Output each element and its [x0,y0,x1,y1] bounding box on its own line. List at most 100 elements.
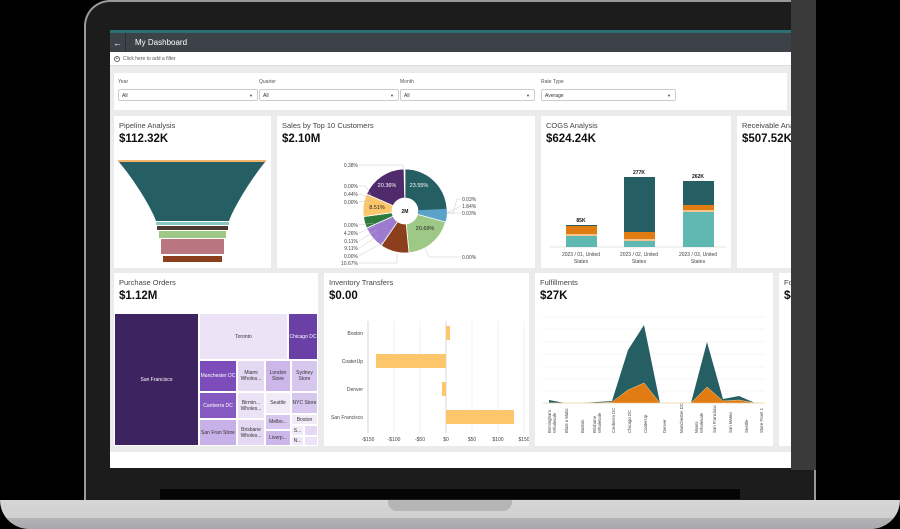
svg-text:0.38%: 0.38% [344,163,359,169]
treemap: San Francisco Toronto Chicago DC Manches… [114,313,318,446]
treemap-node[interactable]: Chicago DC [288,313,318,360]
prompt-label: Year [118,79,129,85]
svg-text:Brisbane: Brisbane [592,415,597,433]
tile-fulfillments[interactable]: Fulfillments $27K Birmingham Wholesa [535,273,773,446]
treemap-node[interactable]: Manchester DC [199,360,237,392]
svg-text:23.55%: 23.55% [410,183,429,189]
year-select[interactable]: All ▼ [118,89,258,101]
treemap-node[interactable]: Boston [291,414,318,425]
svg-text:2023 / 02, United: 2023 / 02, United [620,252,658,258]
svg-text:0.00%: 0.00% [344,200,359,206]
svg-text:2023 / 01, United: 2023 / 01, United [562,252,600,258]
back-button[interactable]: ← [110,33,126,52]
month-select[interactable]: All ▼ [400,89,535,101]
horizontal-bar-chart: Boston CoaterUp Denver San Francisco -$1… [331,321,529,443]
treemap-node[interactable]: London Store [265,360,291,392]
tile-pipeline-analysis[interactable]: Pipeline Analysis $112.32K [114,116,271,268]
treemap-node[interactable] [304,436,318,446]
treemap-node[interactable]: Birmin... Wholes... [237,392,265,419]
treemap-node[interactable]: Toronto [199,313,288,360]
svg-text:4.26%: 4.26% [344,231,359,237]
tile-title: Fulfillments [540,278,578,287]
svg-text:Miami: Miami [694,421,699,433]
prompt-label: Quarter [259,79,276,85]
svg-text:San Mateo: San Mateo [728,412,733,433]
treemap-node[interactable]: N... [291,436,304,446]
add-filter-bar[interactable]: + Click here to add a filter [110,52,791,66]
svg-text:Boston: Boston [347,331,363,337]
svg-text:$50: $50 [468,437,477,443]
svg-text:277K: 277K [633,170,645,176]
back-arrow-icon: ← [113,37,122,48]
treemap-node[interactable]: Seattle [265,392,291,414]
footer-area [110,446,791,468]
treemap-node[interactable]: Miami Wholes... [237,360,265,392]
svg-text:Chicago DC: Chicago DC [627,410,632,433]
svg-text:0.00%: 0.00% [344,223,359,229]
tile-kpi: $624.24K [546,133,596,145]
treemap-node[interactable]: S... [291,425,304,436]
prompt-month: Month All ▼ [400,79,535,101]
svg-text:Wholesale: Wholesale [597,412,602,433]
tile-title: Sales by Top 10 Customers [282,121,374,130]
svg-text:San Francisco: San Francisco [331,415,363,421]
tile-cogs-analysis[interactable]: COGS Analysis $624.24K 85K 277K [541,116,731,268]
quarter-select[interactable]: All ▼ [259,89,399,101]
svg-text:-$50: -$50 [415,437,425,443]
tile-kpi: $4 [784,290,791,302]
svg-text:1.84%: 1.84% [462,204,477,210]
svg-text:-$100: -$100 [388,437,401,443]
dashboard-screen: ← My Dashboard + Click here to add a fil… [110,30,791,468]
prompt-rate-type: Rate Type Average ▼ [541,79,676,101]
svg-text:Seattle: Seattle [744,419,749,433]
tile-partial-fo[interactable]: Fo $4 [779,273,791,446]
svg-text:0.11%: 0.11% [344,239,358,245]
tile-title: COGS Analysis [546,121,598,130]
tile-title: Inventory Transfers [329,278,394,287]
tile-kpi: $507.52K [742,133,791,145]
tile-kpi: $0.00 [329,290,358,302]
tile-title: Purchase Orders [119,278,176,287]
funnel-chart [118,160,266,262]
svg-text:-$150: -$150 [362,437,375,443]
treemap-node[interactable] [304,425,318,436]
laptop-notch [388,500,512,511]
tile-kpi: $27K [540,290,568,302]
rate-type-select[interactable]: Average ▼ [541,89,676,101]
treemap-node[interactable]: Brisbane Wholes... [237,419,265,446]
svg-text:Denver: Denver [662,419,667,433]
tile-inventory-transfers[interactable]: Inventory Transfers $0.00 Boston [324,273,529,446]
svg-text:$100: $100 [492,437,503,443]
laptop-bezel-right [791,0,816,470]
tile-sales-top-customers[interactable]: Sales by Top 10 Customers $2.10M 2M 23.5… [277,116,535,268]
treemap-node[interactable]: Liverp... [265,430,291,446]
tile-kpi: $2.10M [282,133,321,145]
svg-text:CoaterUp: CoaterUp [643,414,648,433]
svg-text:0.00%: 0.00% [462,255,477,261]
svg-text:Wholesale: Wholesale [699,412,704,433]
prompt-label: Month [400,79,414,85]
treemap-node[interactable]: Sydney Store [291,360,318,392]
accent-bar [110,30,791,33]
tile-title: Receivable Analysis [742,121,791,130]
treemap-node[interactable]: Canberra DC [199,392,237,419]
svg-text:0.03%: 0.03% [462,211,477,217]
treemap-node[interactable]: San Fran Store [199,419,237,446]
svg-text:San Francisco: San Francisco [712,405,717,433]
tile-title: Pipeline Analysis [119,121,176,130]
svg-text:Manchester DC: Manchester DC [679,403,684,433]
prompt-quarter: Quarter All ▼ [259,79,399,101]
svg-text:CoaterUp: CoaterUp [342,359,364,365]
svg-text:Denver: Denver [347,387,363,393]
treemap-node[interactable]: Melbo... [265,414,291,430]
treemap-node[interactable]: San Francisco [114,313,199,446]
prompt-year: Year All ▼ [118,79,258,101]
tile-receivable-analysis[interactable]: Receivable Analysis $507.52K [737,116,791,268]
stacked-bar-chart: 85K 277K 262K 2023 / 01, United States 2… [549,170,726,265]
add-circle-icon: + [114,55,120,62]
svg-text:Store Front 1: Store Front 1 [759,407,764,433]
svg-text:Blast o Matic: Blast o Matic [564,408,569,433]
tile-purchase-orders[interactable]: Purchase Orders $1.12M San Francisco Tor… [114,273,318,446]
treemap-node[interactable]: NYC Store [291,392,318,414]
